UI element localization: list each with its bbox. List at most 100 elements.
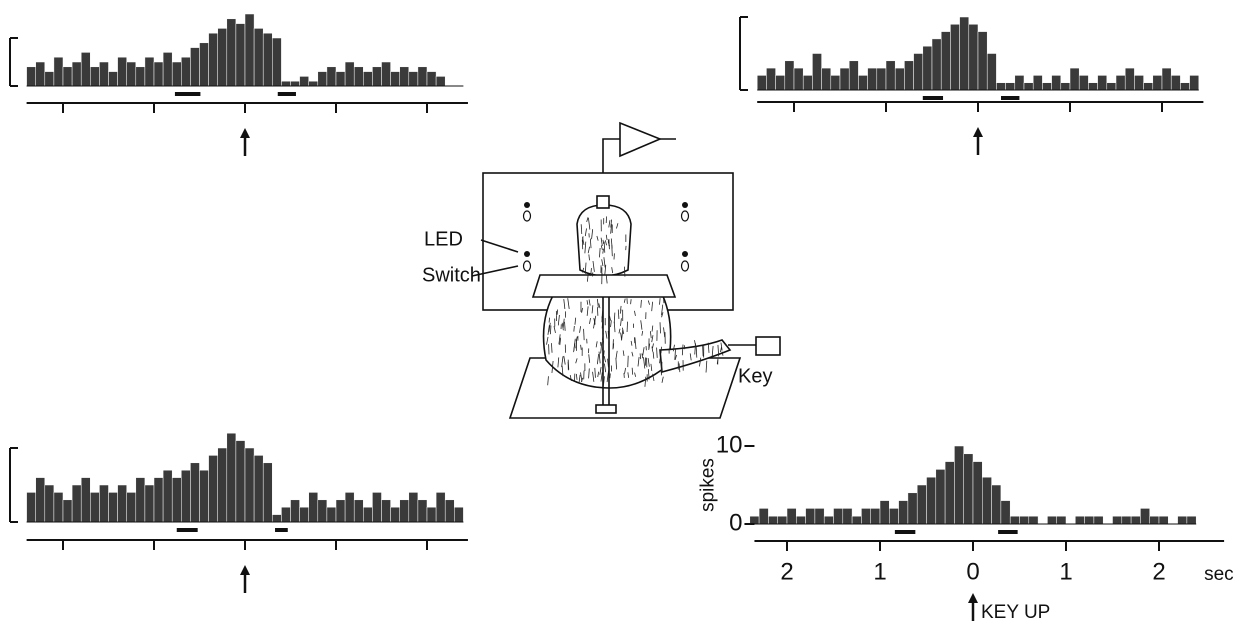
histogram-bar [1078, 75, 1089, 91]
histogram-bar [1189, 75, 1200, 91]
fur-stroke [616, 223, 619, 229]
histogram-bar [226, 18, 237, 87]
histogram-bar [926, 476, 937, 525]
histogram-bar [775, 75, 786, 91]
fur-stroke [620, 318, 622, 326]
switch-label: Switch [422, 264, 481, 286]
x-tick-label: 1 [873, 558, 886, 585]
fur-stroke [630, 299, 632, 305]
fur-stroke [583, 328, 585, 341]
histogram-bar [299, 506, 309, 523]
fur-stroke [588, 354, 591, 363]
histogram-bar [944, 461, 955, 525]
fur-stroke [567, 359, 570, 370]
histogram-bar [982, 476, 992, 525]
histogram-bar [1149, 515, 1160, 525]
histogram-bar [1056, 515, 1067, 525]
fur-stroke [563, 298, 566, 310]
fur-stroke [601, 259, 604, 267]
stimulus-bar [894, 530, 916, 534]
fur-stroke [630, 340, 633, 346]
fur-stroke [586, 217, 589, 223]
fur-stroke [546, 336, 549, 345]
fur-stroke [640, 299, 642, 308]
histogram-bar [814, 508, 825, 525]
histogram-bar [793, 67, 804, 91]
x-axis-label: sec [1204, 564, 1234, 585]
annotation: KEY UP [981, 602, 1050, 623]
fur-stroke [652, 351, 655, 359]
histogram-bar [889, 508, 899, 525]
histogram-bar [802, 75, 813, 91]
fur-stroke [563, 355, 566, 365]
fur-stroke [603, 355, 606, 363]
histogram-bar [1124, 67, 1135, 91]
histogram-bar [363, 506, 373, 523]
histogram-bar [1186, 515, 1197, 525]
fur-stroke [574, 317, 577, 325]
histogram-bar [1130, 515, 1141, 525]
fur-stroke [590, 268, 592, 276]
fur-stroke [573, 338, 576, 351]
histogram-bar [417, 499, 428, 523]
fur-stroke [610, 238, 613, 249]
key-box [755, 336, 781, 356]
fur-stroke [592, 260, 595, 272]
histogram-bar [408, 492, 419, 523]
histogram-bar [1028, 515, 1039, 525]
histogram-bar [833, 508, 844, 525]
histogram-bar [426, 506, 437, 523]
fur-stroke [716, 358, 719, 365]
fur-stroke [580, 372, 583, 382]
fur-stroke [591, 305, 594, 314]
histogram-bar [786, 508, 797, 525]
histogram-bar [1088, 82, 1098, 91]
histogram-bar [126, 61, 137, 87]
histogram-bar [913, 53, 924, 91]
fur-stroke [580, 224, 583, 234]
histogram-bar [1170, 75, 1181, 91]
histogram-bar [839, 67, 850, 91]
fur-stroke [634, 337, 637, 350]
fur-stroke [720, 342, 723, 351]
fur-stroke [587, 246, 590, 254]
histogram-bar [117, 56, 127, 87]
fur-stroke [603, 241, 606, 253]
histogram-bar [90, 66, 100, 87]
fur-stroke [650, 363, 653, 371]
fur-stroke [596, 354, 599, 365]
fur-stroke [561, 356, 564, 368]
event-arrowhead [240, 128, 250, 138]
x-tick-label: 0 [966, 558, 979, 585]
fur-stroke [595, 341, 598, 348]
histogram-bar [399, 66, 410, 87]
fur-stroke [647, 358, 650, 367]
histogram-bar [1019, 515, 1030, 525]
fur-stroke [601, 318, 604, 329]
fur-stroke [720, 347, 722, 353]
fur-stroke [622, 350, 625, 357]
histogram-bar [1084, 515, 1095, 525]
fur-stroke [610, 219, 612, 228]
histogram-bar [80, 477, 91, 523]
fur-stroke [608, 220, 611, 228]
histogram-bar [1152, 75, 1163, 91]
histogram-bar [153, 61, 164, 87]
histogram-bar [235, 23, 246, 87]
histogram-bar [226, 432, 237, 523]
fur-stroke [586, 274, 589, 282]
fur-stroke [588, 368, 590, 379]
fur-stroke [594, 367, 596, 378]
histogram-bar [135, 477, 146, 523]
histogram-bar [1047, 515, 1057, 525]
histogram-bar [171, 61, 182, 87]
histogram-bar [842, 508, 853, 525]
histogram-bar [1075, 515, 1085, 525]
fur-stroke [564, 321, 566, 331]
fur-stroke [623, 298, 626, 303]
histogram-bar [90, 492, 100, 523]
fur-stroke [607, 241, 610, 247]
histogram-bar [35, 477, 46, 523]
histogram-bar [262, 32, 273, 87]
fur-stroke [592, 371, 595, 382]
